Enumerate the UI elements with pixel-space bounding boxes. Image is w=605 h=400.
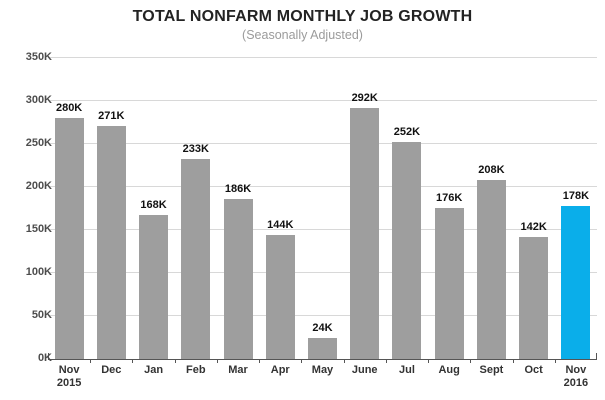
chart-subtitle: (Seasonally Adjusted) (242, 28, 363, 42)
x-axis-month: Jan (144, 364, 164, 376)
bar-value-label: 142K (520, 221, 547, 233)
bar-value-label: 168K (140, 199, 167, 211)
x-axis-label-june: June (344, 364, 386, 377)
x-axis-tick (343, 359, 345, 363)
bar-value-label: 208K (478, 164, 505, 176)
x-axis-month: Apr (270, 364, 290, 376)
y-axis-tick-label: 200K (25, 180, 52, 192)
gridline (48, 57, 597, 58)
x-axis-year: 2015 (56, 377, 82, 389)
y-axis-tick-label: 150K (25, 223, 52, 235)
bar-nov-2015 (54, 118, 84, 359)
x-axis-tick (259, 359, 261, 363)
x-axis-label-may: May (301, 364, 343, 377)
x-axis-label-jul: Jul (386, 364, 428, 377)
bar-value-label: 252K (393, 126, 421, 138)
bar-feb (181, 159, 211, 359)
x-axis-month: Feb (186, 364, 206, 376)
x-axis-label-dec: Dec (90, 364, 132, 377)
x-axis-tick (216, 359, 218, 363)
x-axis-month: May (311, 364, 334, 376)
x-axis-label-jan: Jan (132, 364, 174, 377)
gridline (48, 186, 597, 187)
bar-value-label: 233K (182, 143, 209, 155)
bar-value-label: 144K (267, 219, 294, 231)
bar-sept (476, 180, 506, 359)
y-axis-tick-label: 0K (37, 352, 52, 364)
x-axis-tick (301, 359, 303, 363)
bar-value-label: 280K (55, 102, 83, 114)
bar-jul (392, 142, 422, 359)
bar-value-label: 186K (224, 183, 252, 195)
x-axis-month: Oct (524, 364, 543, 376)
bar-may (308, 338, 337, 359)
x-axis-label-feb: Feb (175, 364, 217, 377)
x-axis-tick (132, 359, 134, 363)
x-axis-label-sept: Sept (470, 364, 512, 377)
x-axis-tick (385, 359, 387, 363)
bar-jan (139, 215, 169, 359)
gridline (48, 229, 597, 230)
bar-value-label: 178K (562, 190, 590, 202)
y-axis-tick-label: 300K (25, 94, 52, 106)
bar-apr (265, 235, 295, 359)
gridline (48, 100, 597, 101)
x-axis-month: Nov (565, 364, 587, 376)
x-axis-tick (512, 359, 514, 363)
x-axis-tick (428, 359, 430, 363)
bar-dec (96, 126, 126, 359)
y-axis-tick-label: 100K (25, 266, 52, 278)
x-axis-label-nov-2015: Nov 2015 (48, 364, 90, 390)
x-axis-end-tick (48, 353, 49, 359)
y-axis-tick-label: 50K (31, 309, 52, 321)
x-axis-label-apr: Apr (259, 364, 301, 377)
x-axis-year: 2016 (563, 377, 589, 389)
x-axis-label-nov-2016: Nov 2016 (555, 364, 597, 390)
x-axis-label-oct: Oct (513, 364, 555, 377)
x-axis-label-aug: Aug (428, 364, 470, 377)
x-axis-month: Nov (58, 364, 80, 376)
x-axis-month: Sept (479, 364, 504, 376)
x-axis-end-tick (596, 353, 597, 359)
x-axis-month: June (351, 364, 378, 376)
bar-mar (223, 199, 253, 359)
bar-value-label: 292K (351, 92, 378, 104)
x-axis-tick (470, 359, 472, 363)
x-axis-label-mar: Mar (217, 364, 259, 377)
x-axis-month: Dec (101, 364, 122, 376)
bar-june (350, 108, 380, 359)
bar-oct (519, 237, 549, 359)
x-axis-month: Mar (228, 364, 248, 376)
x-axis-month: Aug (438, 364, 460, 376)
x-axis-tick (90, 359, 92, 363)
bar-value-label: 24K (312, 322, 333, 334)
y-axis-tick-label: 250K (25, 137, 52, 149)
gridline (48, 315, 597, 316)
bar-value-label: 271K (98, 110, 125, 122)
bar-aug (434, 208, 464, 359)
bar-value-label: 176K (436, 192, 463, 204)
plot-area: 280K Nov 2015 271K Dec 168K Jan 233K Feb 186K Mar 1… (48, 57, 597, 389)
x-axis-line (48, 359, 597, 360)
gridline (48, 272, 597, 273)
x-axis-tick (554, 359, 556, 363)
gridline (48, 143, 597, 144)
y-axis-tick-label: 350K (25, 51, 52, 63)
chart-title: TOTAL NONFARM MONTHLY JOB GROWTH (132, 8, 473, 25)
bar-nov-2016 (561, 206, 591, 359)
x-axis-tick (174, 359, 176, 363)
x-axis-month: Jul (399, 364, 415, 376)
